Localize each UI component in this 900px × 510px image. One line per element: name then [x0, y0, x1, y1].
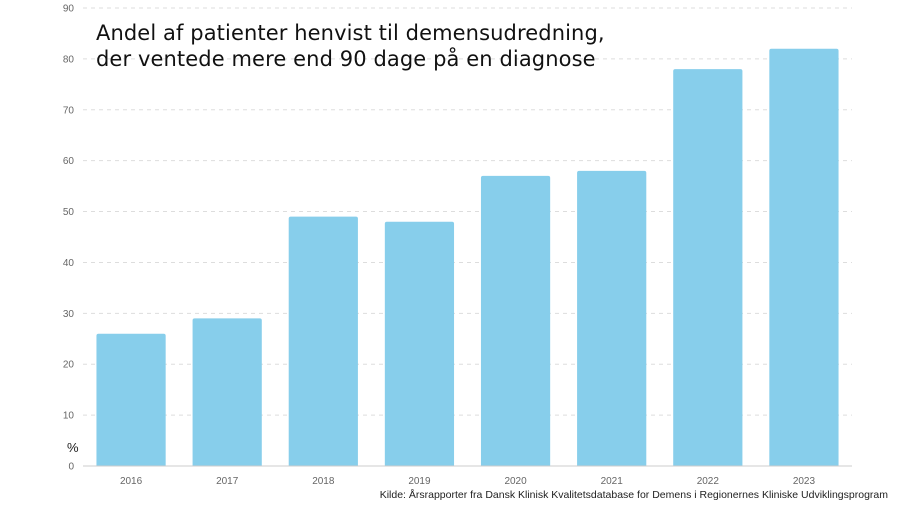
y-tick-label: 50: [63, 207, 75, 218]
x-tick-label: 2019: [408, 476, 431, 487]
bar-2023: [769, 48, 839, 466]
chart-title-line-1: Andel af patienter henvist til demensudr…: [96, 21, 605, 45]
axes: 0 10 20 30 40 50 60 70 80 90 2016 2017 2018 2019 2020 2…: [63, 4, 852, 487]
chart-title: Andel af patienter henvist til demensudr…: [96, 20, 605, 72]
x-tick-label: 2016: [120, 476, 143, 487]
y-tick-label: 80: [63, 54, 75, 65]
x-tick-label: 2023: [793, 476, 816, 487]
y-axis-unit-label: %: [67, 440, 79, 455]
y-tick-label: 70: [63, 105, 75, 116]
y-tick-label: 40: [63, 258, 75, 269]
bar-2018: [288, 216, 358, 466]
chart-title-line-2: der ventede mere end 90 dage på en diagn…: [96, 47, 596, 71]
y-tick-label: 30: [63, 309, 75, 320]
bar-2017: [192, 318, 262, 466]
y-tick-label: 60: [63, 156, 75, 167]
bar-2021: [577, 170, 647, 466]
y-tick-label: 90: [63, 4, 75, 15]
bar-2022: [673, 69, 743, 467]
bar-2019: [384, 221, 455, 466]
bar-2016: [96, 333, 166, 466]
x-tick-label: 2017: [216, 476, 239, 487]
x-tick-label: 2020: [504, 476, 527, 487]
y-tick-label: 20: [63, 360, 75, 371]
bars: [96, 48, 839, 467]
x-tick-label: 2021: [601, 476, 624, 487]
y-tick-label: 10: [63, 411, 75, 422]
source-note: Kilde: Årsrapporter fra Dansk Klinisk Kv…: [379, 489, 888, 501]
y-tick-label: 0: [68, 462, 74, 473]
x-tick-label: 2018: [312, 476, 335, 487]
bar-2020: [480, 175, 551, 466]
x-tick-label: 2022: [697, 476, 720, 487]
